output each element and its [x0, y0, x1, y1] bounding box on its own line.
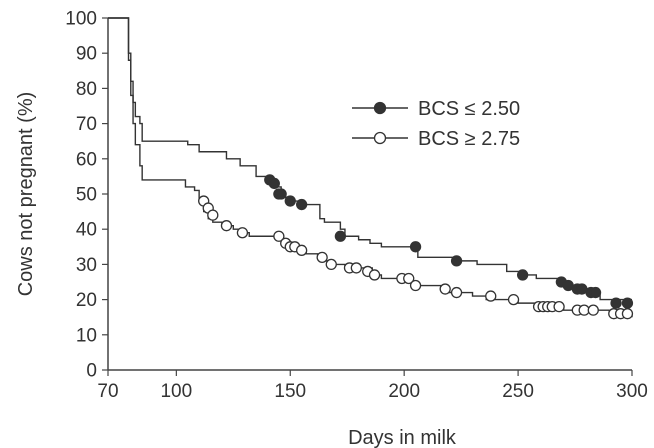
- data-point-open: [409, 279, 422, 292]
- x-tick-label: 250: [502, 381, 534, 402]
- y-tick-label: 60: [76, 149, 97, 170]
- y-tick-label: 100: [65, 9, 97, 30]
- data-point-open: [316, 251, 328, 264]
- x-tick-label: 70: [97, 381, 118, 402]
- data-point-filled: [284, 195, 296, 207]
- data-point-open: [220, 220, 233, 232]
- legend: BCS ≤ 2.50 BCS ≥ 2.75: [352, 98, 520, 150]
- legend-marker-filled: [373, 101, 387, 115]
- data-point-filled: [621, 297, 634, 309]
- y-tick-label: 90: [76, 44, 97, 65]
- data-point-open: [450, 286, 463, 299]
- data-point-filled: [275, 188, 287, 200]
- y-tick-label: 0: [86, 361, 97, 382]
- y-tick-label: 10: [76, 325, 97, 346]
- data-point-open: [325, 258, 337, 271]
- data-point-open: [273, 230, 285, 242]
- data-point-open: [587, 304, 599, 316]
- y-tick-label: 80: [76, 79, 97, 100]
- x-tick-label: 150: [274, 381, 306, 402]
- x-tick-label: 100: [160, 381, 192, 402]
- y-axis-title: Cows not pregnant (%): [15, 92, 37, 297]
- data-point-filled: [610, 297, 622, 309]
- data-point-open: [350, 262, 362, 274]
- data-point-open: [439, 283, 451, 295]
- axes: 0 10 20 30 40 50 60 70 80 90 100 70 100 150 200 250 300: [65, 9, 648, 403]
- y-tick-label: 70: [76, 114, 97, 135]
- data-point-open: [207, 209, 219, 221]
- y-tick-label: 20: [76, 290, 97, 311]
- x-tick-label: 200: [388, 381, 420, 402]
- data-point-open: [507, 293, 520, 306]
- data-point-filled: [334, 230, 347, 242]
- data-point-open: [403, 272, 415, 285]
- legend-label: BCS ≥ 2.75: [418, 128, 520, 150]
- data-point-filled: [450, 255, 463, 267]
- series-layer: [108, 17, 634, 320]
- data-point-open: [553, 300, 565, 313]
- data-point-open: [296, 244, 308, 256]
- legend-marker-open: [373, 131, 387, 145]
- series-1: [108, 17, 634, 309]
- y-tick-label: 50: [76, 185, 97, 206]
- data-point-filled: [589, 286, 602, 299]
- data-point-filled: [268, 177, 280, 190]
- data-point-filled: [516, 269, 529, 281]
- x-tick-label: 300: [616, 381, 648, 402]
- data-point-filled: [296, 198, 308, 211]
- data-point-open: [236, 227, 249, 239]
- series-line: [108, 17, 632, 301]
- y-tick-label: 30: [76, 255, 97, 276]
- series-2: [108, 17, 634, 320]
- data-point-filled: [409, 241, 422, 253]
- legend-label: BCS ≤ 2.50: [418, 98, 520, 120]
- data-point-open: [368, 269, 381, 281]
- x-axis-title: Days in milk: [348, 427, 457, 448]
- y-tick-label: 40: [76, 220, 97, 241]
- data-point-open: [485, 290, 497, 302]
- data-point-open: [621, 308, 634, 320]
